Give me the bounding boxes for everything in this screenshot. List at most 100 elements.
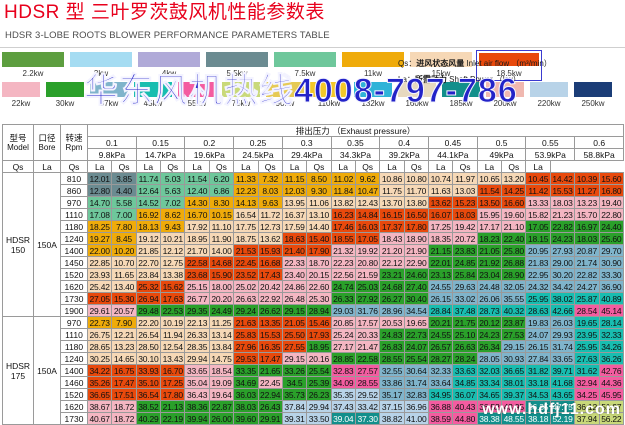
la-value-cell: 18.54 xyxy=(208,364,235,377)
la-value-cell: 10.21 xyxy=(160,232,186,245)
header-cn: 口径 xyxy=(38,132,56,143)
legend-item-37kw[interactable]: 37kw xyxy=(90,82,128,109)
pressure-kpa-header: 29.4kPa xyxy=(281,148,332,161)
qs-value-cell: 35.17 xyxy=(379,388,405,401)
legend-item-55kw[interactable]: 55kw xyxy=(178,82,216,109)
la-value-cell: 26.62 xyxy=(257,304,283,317)
legend-item-15kw[interactable]: 15kw xyxy=(410,52,472,79)
la-value-cell: 27.93 xyxy=(549,244,576,257)
col-header-rpm: 转速 Rpm xyxy=(60,124,88,161)
qs-value-cell: 22.85 xyxy=(86,256,113,269)
watermark-website: www.hdfj11.com xyxy=(482,401,621,418)
qs-value-cell: 22.00 xyxy=(86,244,113,257)
qs-value-cell: 23.52 xyxy=(233,268,259,281)
qs-value-cell: 11.02 xyxy=(330,172,356,185)
rpm-cell: 1620 xyxy=(60,280,88,293)
legend-item-4kw[interactable]: 4kw xyxy=(138,52,200,79)
rpm-cell: 1110 xyxy=(60,328,88,341)
qs-value-cell: 21.05 xyxy=(281,316,308,329)
qs-value-cell: 18.03 xyxy=(574,232,600,245)
legend-item-22kw[interactable]: 22kw xyxy=(2,82,40,109)
la-value-cell: 26.88 xyxy=(501,256,527,269)
qs-value-cell: 26.06 xyxy=(476,292,503,305)
legend-label: 55kw xyxy=(187,99,207,108)
la-value-cell: 12.75 xyxy=(160,256,186,269)
qs-value-cell: 18.75 xyxy=(233,232,259,245)
qs-value-cell: 28.63 xyxy=(525,304,551,317)
legend-item-11kw[interactable]: 11kw xyxy=(342,52,404,79)
la-value-cell: 36.07 xyxy=(452,388,478,401)
table-head-row-qsla: Qs La Qs La Qs La Qs La Qs La Qs La Qs La Qs La Qs La Qs La… xyxy=(2,160,624,173)
legend-item-132kw[interactable]: 132kw xyxy=(354,82,392,109)
legend-item-5-5kw[interactable]: 5.5kw xyxy=(206,52,268,79)
legend-item-75kw[interactable]: 75kw xyxy=(222,82,260,109)
table-row: 1620 38.67 18.72 38.52 21.13 38.36 22.87 38.03 2… xyxy=(3,400,625,413)
qs-value-cell: 11.33 xyxy=(233,172,259,185)
la-value-cell: 42.76 xyxy=(598,364,625,377)
la-value-cell: 5.58 xyxy=(111,196,137,209)
legend-item-220kw[interactable]: 220kw xyxy=(530,82,568,109)
la-value-cell: 32.83 xyxy=(403,388,430,401)
la-value-cell: 25.30 xyxy=(306,292,332,305)
la-value-cell: 12.73 xyxy=(257,220,283,233)
legend-item-7-5kw[interactable]: 7.5kw xyxy=(274,52,336,79)
qs-value-cell: 30.10 xyxy=(135,352,162,365)
sub-header-la: La xyxy=(86,160,113,173)
rpm-cell: 1180 xyxy=(60,220,88,233)
model-name-line2: 175 xyxy=(10,370,26,381)
legend-item-250kw[interactable]: 250kw xyxy=(574,82,612,109)
legend-swatch xyxy=(2,52,64,67)
la-value-cell: 13.40 xyxy=(111,280,137,293)
qs-value-cell: 13.82 xyxy=(330,196,356,209)
pressure-kpa-header: 39.2kPa xyxy=(379,148,430,161)
table-body: HDSR 150 150A 810 12.01 3.85 11.74 5.03 11.54 6.2… xyxy=(2,172,625,425)
la-value-cell: 28.55 xyxy=(354,376,381,389)
rpm-cell: 1460 xyxy=(60,376,88,389)
table-row: 1730 27.05 15.30 26.94 17.63 26.77 20.20 26.63 2… xyxy=(3,292,625,305)
header-cn: 型号 xyxy=(9,132,27,143)
qs-value-cell: 32.03 xyxy=(476,364,503,377)
qs-value-cell: 10.86 xyxy=(379,172,405,185)
la-value-cell: 14.42 xyxy=(549,172,576,185)
col-header-exhaust-pressure: 排出压力 （Exhaust pressure） xyxy=(86,124,625,137)
legend-item-90kw[interactable]: 90kw xyxy=(266,82,304,109)
la-value-cell: 22.58 xyxy=(354,352,381,365)
qs-value-cell: 28.73 xyxy=(476,304,503,317)
legend-swatch xyxy=(398,82,436,97)
la-value-cell: 17.25 xyxy=(160,376,186,389)
la-value-cell: 16.68 xyxy=(257,256,283,269)
legend-label: 18.5kw xyxy=(496,69,522,78)
legend-item-2-2kw[interactable]: 2.2kw xyxy=(2,52,64,79)
rpm-cell: 810 xyxy=(60,172,88,185)
la-value-cell: 15.53 xyxy=(549,184,576,197)
la-value-cell: 25.60 xyxy=(598,232,625,245)
pressure-mpa-header: 0.35 xyxy=(330,136,381,149)
legend-item-30kw[interactable]: 30kw xyxy=(46,82,84,109)
qs-value-cell: 18.43 xyxy=(379,232,405,245)
legend-item-3kw[interactable]: 3kw xyxy=(70,52,132,79)
qs-value-cell: 22.13 xyxy=(184,316,210,329)
legend-label: 2.2kw xyxy=(22,69,44,78)
legend-item-110kw[interactable]: 110kw xyxy=(310,82,348,109)
legend-item-185kw[interactable]: 185kw xyxy=(442,82,480,109)
la-value-cell: 24.60 xyxy=(403,268,430,281)
legend-item-200kw[interactable]: 200kw xyxy=(486,82,524,109)
qs-value-cell: 13.33 xyxy=(525,196,551,209)
qs-value-cell: 27.63 xyxy=(574,352,600,365)
legend-item-18-5kw[interactable]: 18.5kw xyxy=(476,50,542,81)
legend-item-160kw[interactable]: 160kw xyxy=(398,82,436,109)
qs-value-cell: 17.37 xyxy=(379,220,405,233)
qs-value-cell: 34.5 xyxy=(281,376,308,389)
la-value-cell: 11.10 xyxy=(208,220,235,233)
legend-swatch xyxy=(134,82,172,97)
qs-value-cell: 12.23 xyxy=(233,184,259,197)
table-row: 1180 28.65 13.23 28.50 12.54 28.35 13.84 27.96 1… xyxy=(3,340,625,353)
qs-value-cell: 33.26 xyxy=(281,364,308,377)
legend-item-45kw[interactable]: 45kw xyxy=(134,82,172,109)
legend-swatch xyxy=(2,82,40,97)
pressure-kpa-header: 24.5kPa xyxy=(233,148,283,161)
model-name-line1: HDSR xyxy=(5,360,31,371)
legend-label: 90kw xyxy=(275,99,295,108)
pressure-mpa-header: 0.5 xyxy=(476,136,527,149)
pressure-kpa-header: 34.3kPa xyxy=(330,148,381,161)
